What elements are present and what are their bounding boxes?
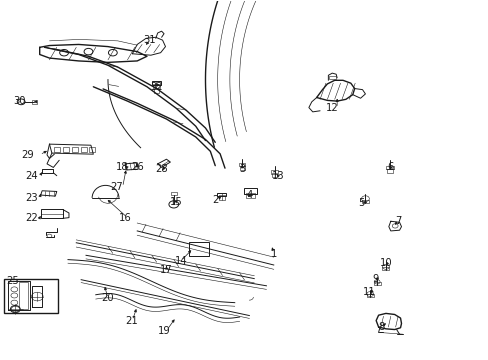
Bar [271,170,278,174]
Text: 21: 21 [125,316,138,325]
Bar [239,166,244,170]
Text: 29: 29 [21,150,34,160]
Text: 13: 13 [272,171,285,181]
Text: 2: 2 [212,195,218,205]
Text: 22: 22 [25,213,38,222]
Text: 11: 11 [362,287,374,297]
Text: 1: 1 [270,248,276,258]
Text: 12: 12 [325,103,338,113]
Bar [4,279,58,313]
Text: 19: 19 [157,325,170,336]
Text: 28: 28 [155,164,167,174]
Text: 16: 16 [119,213,131,222]
Text: 4: 4 [246,190,252,200]
Bar [152,81,160,85]
Bar [218,195,224,200]
Bar [361,200,368,203]
Text: 10: 10 [379,258,391,268]
Bar [272,173,277,177]
Text: 18: 18 [116,162,129,172]
Bar [329,76,335,79]
Bar [89,147,95,152]
Bar [54,147,60,152]
Text: 31: 31 [143,35,155,45]
Bar [170,192,176,195]
Text: 5: 5 [358,198,364,208]
Bar [189,242,208,256]
Text: 15: 15 [169,197,182,207]
Text: 23: 23 [25,193,38,203]
Bar [244,188,256,194]
Bar [154,88,158,93]
Bar [373,282,380,285]
Bar [72,147,78,152]
Bar [41,210,62,219]
Text: 26: 26 [131,162,143,172]
Text: 3: 3 [239,164,244,174]
Text: 8: 8 [377,322,384,332]
Text: 24: 24 [25,171,38,181]
Bar [366,294,373,297]
Text: 7: 7 [394,216,401,226]
Bar [32,100,37,104]
Bar [385,166,393,169]
Bar [217,193,225,196]
Text: 30: 30 [13,96,25,106]
Text: 14: 14 [174,256,187,266]
Text: 9: 9 [371,274,378,284]
Text: 6: 6 [387,162,393,172]
Bar [81,147,86,152]
Bar [238,163,245,166]
Bar [63,147,69,152]
Text: 25: 25 [6,276,19,286]
Text: 32: 32 [150,82,163,92]
Text: 20: 20 [102,293,114,303]
Bar [382,267,388,270]
Bar [245,193,254,198]
Bar [386,168,392,173]
Text: 27: 27 [110,182,122,192]
Bar [19,282,28,309]
Text: 17: 17 [160,265,172,275]
Bar [153,84,159,89]
